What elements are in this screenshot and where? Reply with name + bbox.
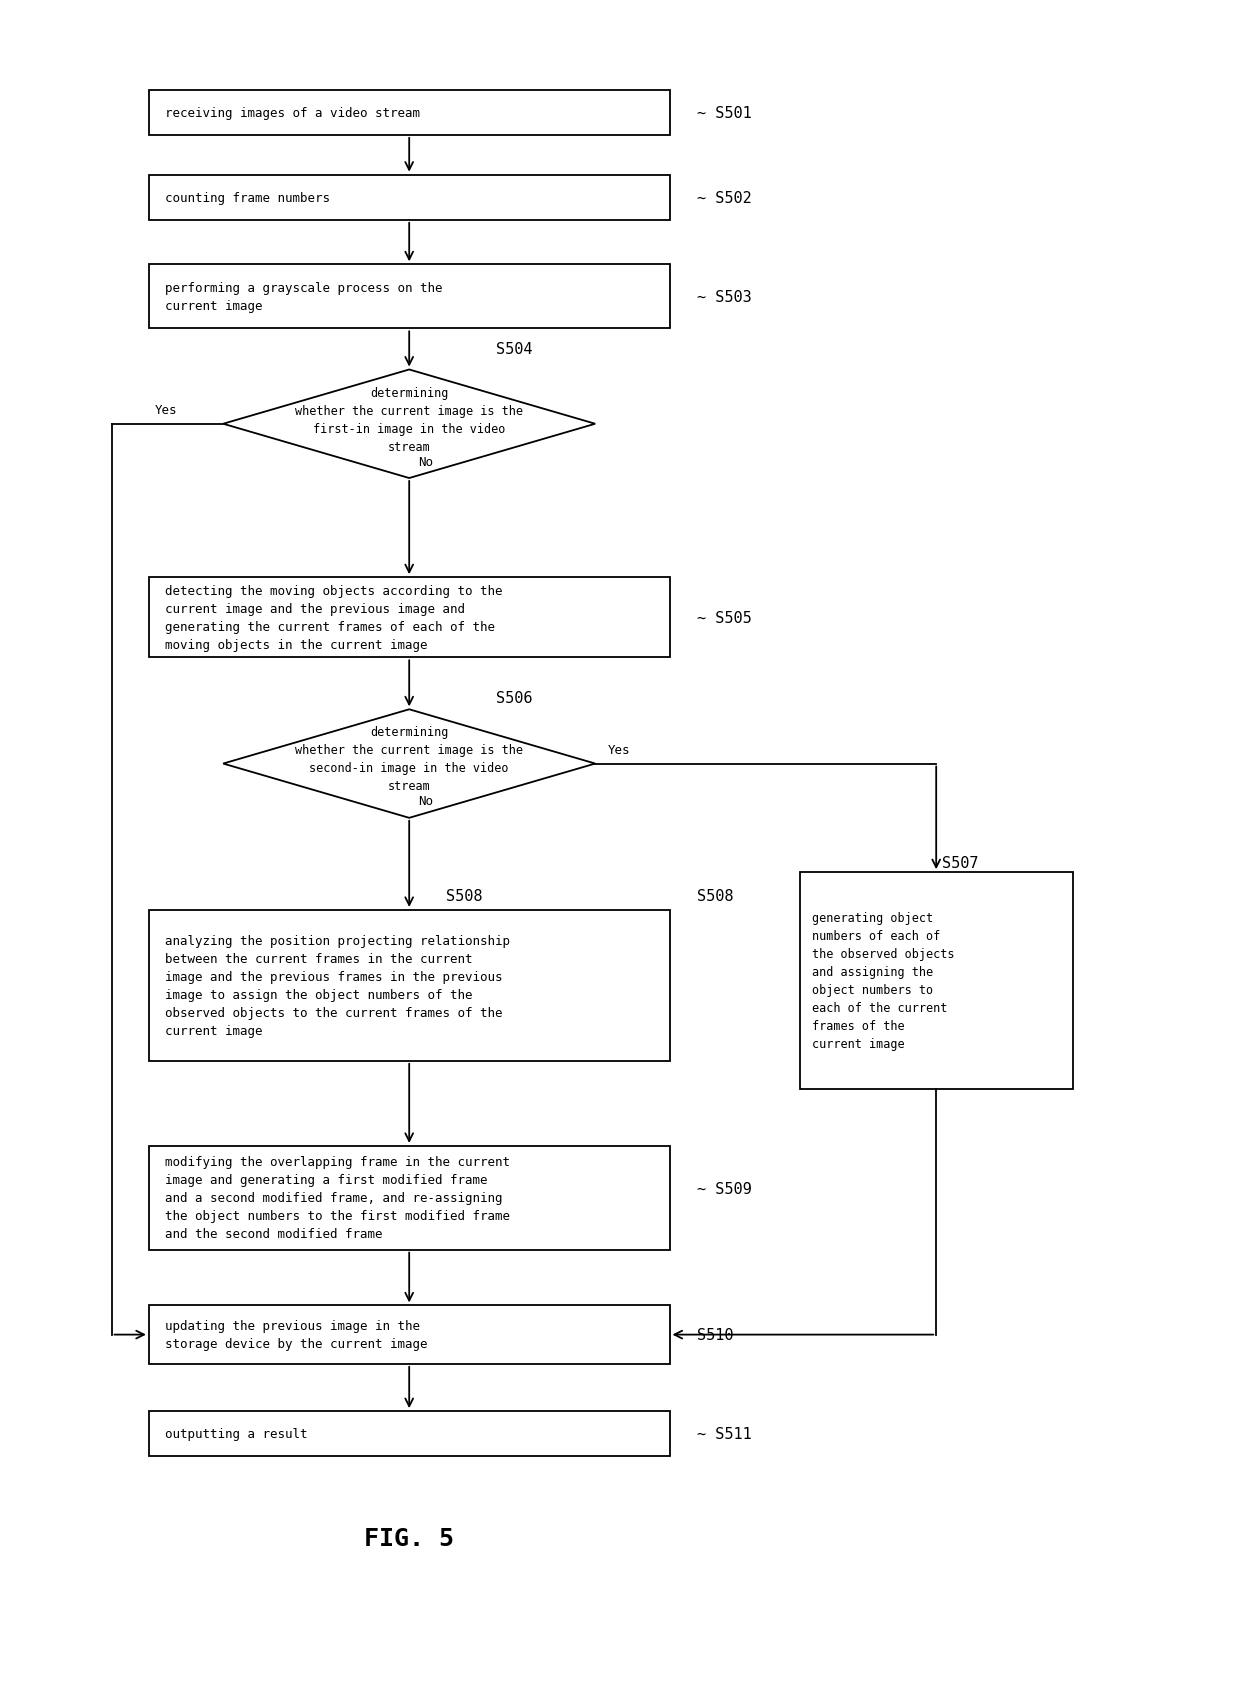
Text: performing a grayscale process on the
current image: performing a grayscale process on the cu…: [165, 282, 443, 312]
Polygon shape: [223, 370, 595, 479]
FancyBboxPatch shape: [149, 577, 670, 659]
Text: modifying the overlapping frame in the current
image and generating a first modi: modifying the overlapping frame in the c…: [165, 1156, 510, 1241]
FancyBboxPatch shape: [149, 175, 670, 221]
FancyBboxPatch shape: [149, 1146, 670, 1250]
Text: ~ S502: ~ S502: [697, 190, 751, 205]
Text: S508: S508: [697, 888, 733, 903]
FancyBboxPatch shape: [149, 1306, 670, 1363]
Text: counting frame numbers: counting frame numbers: [165, 192, 330, 204]
Text: ~ S511: ~ S511: [697, 1426, 751, 1442]
Text: FIG. 5: FIG. 5: [365, 1525, 454, 1550]
Polygon shape: [223, 710, 595, 818]
FancyBboxPatch shape: [149, 90, 670, 136]
Text: outputting a result: outputting a result: [165, 1428, 308, 1440]
Text: Yes: Yes: [155, 404, 177, 416]
Text: ~ S501: ~ S501: [697, 105, 751, 121]
Text: receiving images of a video stream: receiving images of a video stream: [165, 107, 420, 119]
Text: analyzing the position projecting relationship
between the current frames in the: analyzing the position projecting relati…: [165, 934, 510, 1037]
Text: ~ S509: ~ S509: [697, 1182, 751, 1195]
Text: determining
whether the current image is the
first-in image in the video
stream: determining whether the current image is…: [295, 387, 523, 453]
Text: determining
whether the current image is the
second-in image in the video
stream: determining whether the current image is…: [295, 727, 523, 793]
Text: detecting the moving objects according to the
current image and the previous ima: detecting the moving objects according t…: [165, 584, 502, 652]
FancyBboxPatch shape: [149, 265, 670, 329]
Text: S504: S504: [496, 341, 532, 357]
Text: S506: S506: [496, 691, 532, 706]
FancyBboxPatch shape: [800, 873, 1073, 1090]
Text: S508: S508: [446, 888, 482, 903]
Text: Yes: Yes: [608, 744, 630, 756]
Text: S510: S510: [697, 1328, 733, 1343]
Text: No: No: [418, 795, 433, 808]
Text: ~ S505: ~ S505: [697, 610, 751, 625]
Text: generating object
numbers of each of
the observed objects
and assigning the
obje: generating object numbers of each of the…: [812, 912, 955, 1051]
Text: S507: S507: [942, 856, 978, 871]
Text: ~ S503: ~ S503: [697, 290, 751, 304]
Text: updating the previous image in the
storage device by the current image: updating the previous image in the stora…: [165, 1319, 428, 1350]
Text: No: No: [418, 455, 433, 469]
FancyBboxPatch shape: [149, 1411, 670, 1457]
FancyBboxPatch shape: [149, 910, 670, 1061]
